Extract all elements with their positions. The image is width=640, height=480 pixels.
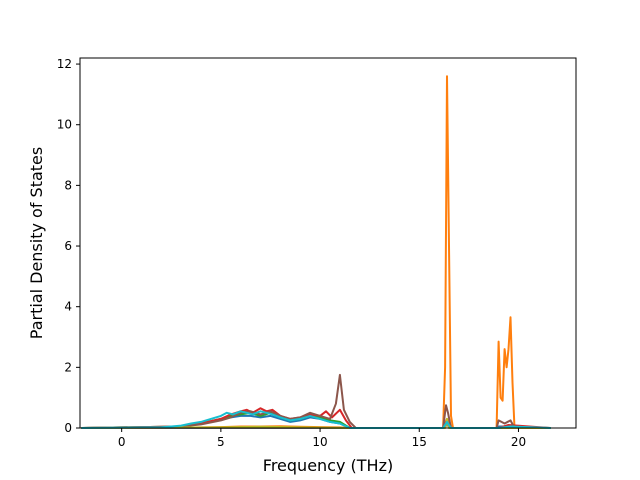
y-axis-label: Partial Density of States: [27, 147, 46, 339]
y-tick-label: 8: [64, 178, 72, 192]
y-tick-label: 6: [64, 239, 72, 253]
x-tick-label: 5: [217, 435, 225, 449]
series-line-5: [81, 373, 552, 429]
y-tick-label: 0: [64, 421, 72, 435]
series-line-8: [81, 410, 552, 429]
series-layer: [81, 75, 552, 429]
x-tick-label: 20: [511, 435, 526, 449]
y-tick-label: 10: [57, 118, 72, 132]
x-axis-label: Frequency (THz): [263, 456, 393, 475]
y-axis-ticks: 0 2 4 6 8 10 12: [57, 57, 80, 435]
y-tick-label: 4: [64, 300, 72, 314]
x-tick-label: 15: [412, 435, 427, 449]
x-axis-ticks: 0 5 10 15 20: [118, 428, 526, 449]
y-tick-label: 2: [64, 360, 72, 374]
plot-frame: [79, 57, 577, 429]
x-tick-label: 0: [118, 435, 126, 449]
plot-area: [80, 58, 576, 428]
y-tick-label: 12: [57, 57, 72, 71]
x-tick-label: 10: [312, 435, 327, 449]
